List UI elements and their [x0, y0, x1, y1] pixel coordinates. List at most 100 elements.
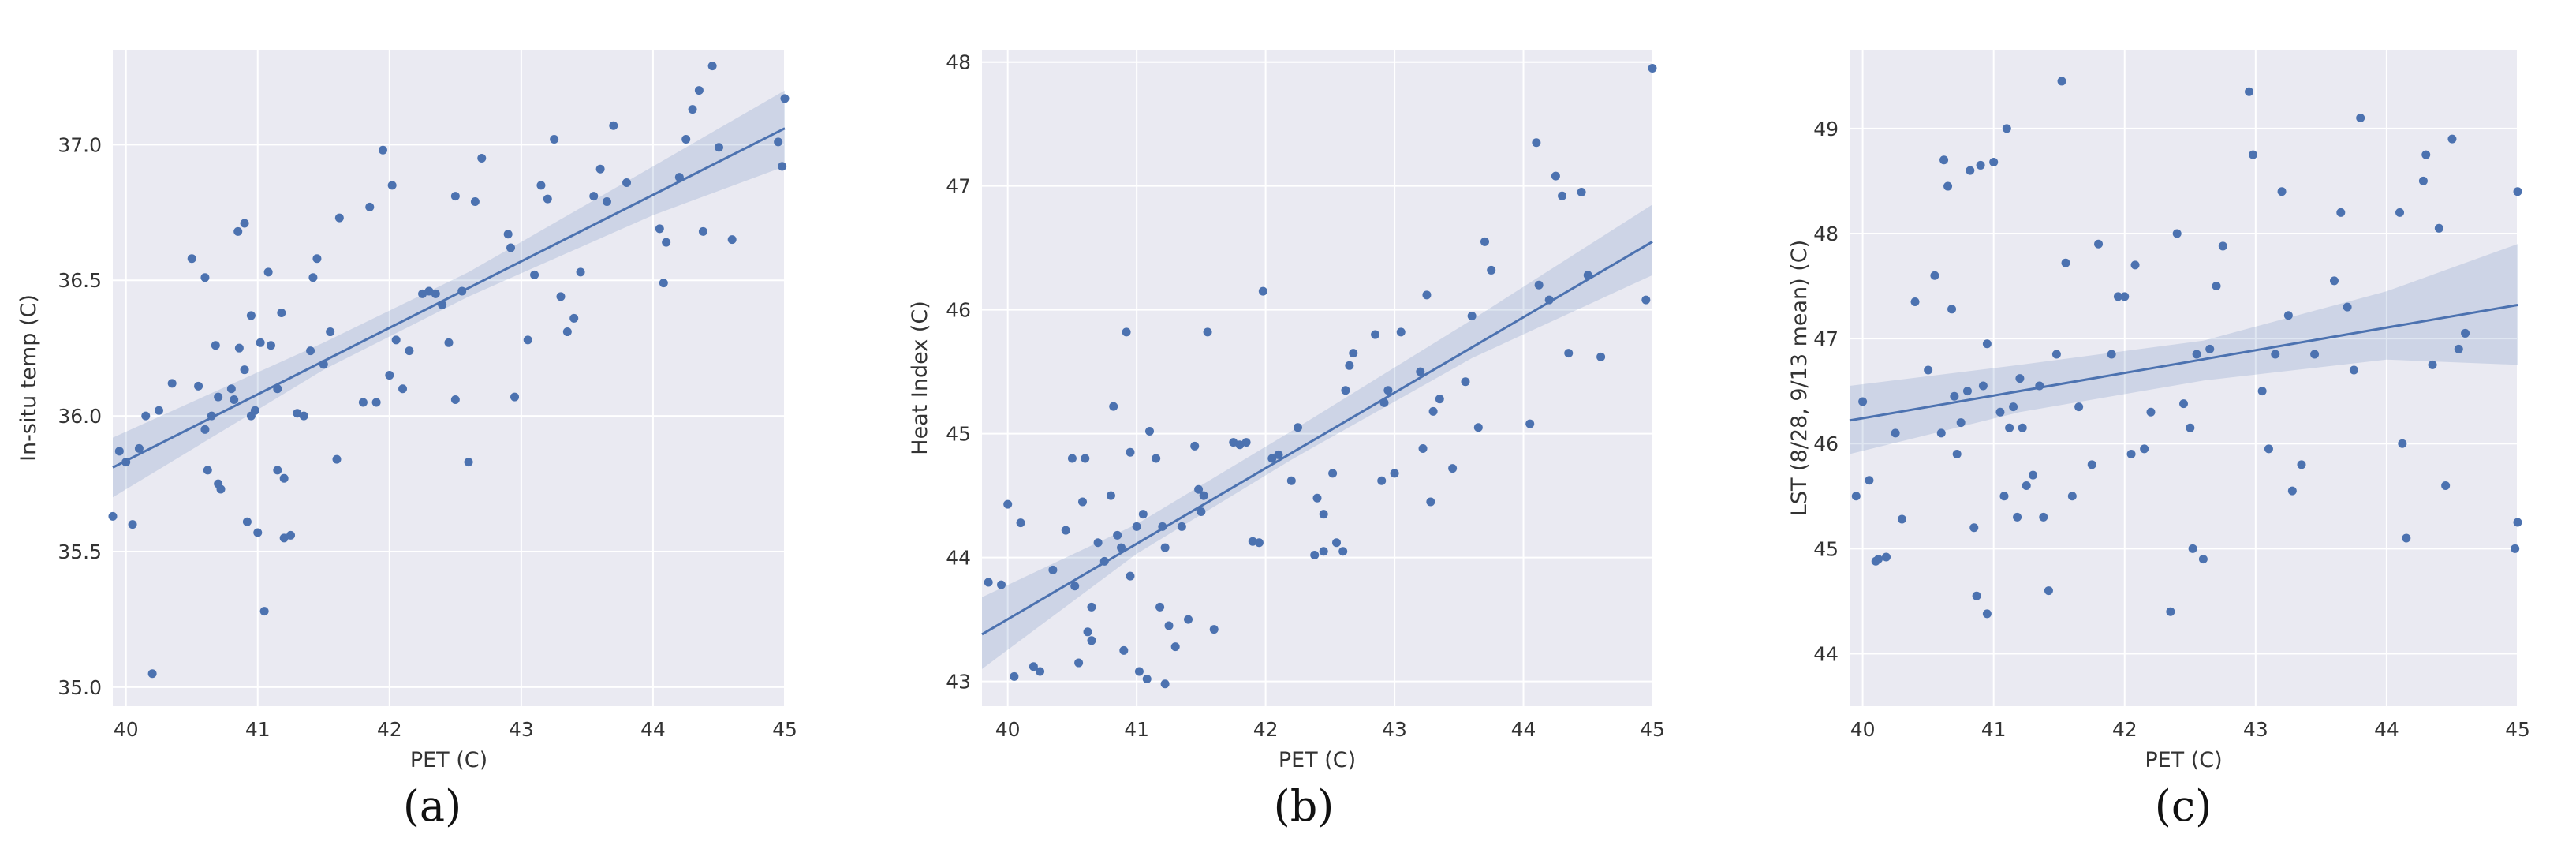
data-point	[273, 466, 282, 475]
data-point	[1467, 312, 1477, 321]
x-tick-label: 41	[1124, 718, 1149, 741]
data-point	[464, 458, 473, 467]
data-point	[2218, 241, 2227, 251]
data-point	[1241, 438, 1251, 447]
data-point	[259, 607, 269, 616]
data-point	[1067, 454, 1077, 463]
data-point	[774, 137, 783, 147]
data-point	[1293, 423, 1302, 432]
data-point	[2035, 381, 2044, 391]
data-point	[659, 279, 668, 288]
data-point	[1029, 662, 1038, 671]
data-point	[2277, 187, 2287, 196]
data-point	[214, 392, 223, 402]
data-point	[286, 530, 296, 540]
data-point	[2511, 544, 2520, 553]
x-axis-label: PET (C)	[2145, 748, 2222, 772]
data-point	[1995, 407, 2005, 417]
data-point	[1164, 621, 1174, 630]
data-point	[2051, 350, 2061, 359]
data-point	[226, 384, 236, 394]
data-point	[1074, 658, 1084, 668]
data-point	[1648, 64, 1657, 73]
data-point	[2447, 134, 2457, 144]
y-tick-label: 44	[1813, 642, 1839, 665]
plot-area	[1850, 50, 2518, 706]
data-point	[602, 197, 611, 207]
data-point	[1274, 450, 1283, 459]
plot-area	[113, 50, 785, 706]
data-point	[1338, 547, 1348, 556]
data-point	[2146, 407, 2156, 417]
y-tick-label: 45	[946, 423, 971, 446]
regression-line	[1849, 304, 2518, 422]
data-point	[2205, 344, 2215, 353]
data-point	[2454, 344, 2463, 353]
data-point	[1254, 538, 1264, 548]
data-point	[1989, 157, 1999, 166]
data-point	[714, 143, 723, 152]
data-point	[203, 466, 212, 475]
data-point	[1426, 497, 1435, 507]
data-point	[2107, 350, 2116, 359]
data-point	[154, 406, 163, 415]
data-point	[200, 273, 210, 282]
data-point	[2074, 402, 2084, 412]
data-point	[1083, 627, 1092, 637]
data-point	[556, 292, 566, 301]
data-point	[418, 289, 427, 298]
data-point	[1267, 454, 1277, 463]
data-point	[279, 533, 289, 543]
data-point	[279, 473, 289, 483]
data-point	[1962, 387, 1972, 396]
data-point	[622, 178, 632, 187]
data-point	[256, 338, 265, 347]
data-point	[1564, 349, 1574, 358]
y-tick-label: 37.0	[58, 133, 102, 156]
data-point	[1982, 339, 1992, 349]
y-tick-label: 46	[946, 299, 971, 322]
data-point	[1328, 469, 1338, 478]
data-point	[2245, 87, 2254, 96]
data-point	[253, 528, 263, 537]
data-point	[1473, 423, 1483, 432]
data-point	[2434, 223, 2443, 233]
data-point	[2418, 176, 2428, 185]
x-tick-label: 42	[1253, 718, 1279, 741]
data-point	[1177, 522, 1186, 531]
confidence-band	[113, 90, 785, 498]
data-point	[450, 395, 460, 405]
data-point	[506, 243, 516, 252]
data-point	[371, 398, 381, 407]
data-point	[2297, 460, 2306, 469]
y-axis-label: LST (8/28, 9/13 mean) (C)	[1787, 240, 1812, 516]
data-point	[1199, 491, 1208, 500]
data-point	[240, 219, 249, 228]
data-point	[1371, 330, 1380, 339]
data-point	[194, 381, 203, 391]
data-point	[1377, 476, 1387, 485]
data-point	[2029, 470, 2038, 480]
data-point	[1851, 492, 1861, 501]
data-point	[707, 62, 717, 71]
data-point	[2428, 360, 2437, 369]
data-point	[1126, 447, 1135, 457]
data-point	[450, 192, 460, 201]
data-point	[2002, 124, 2011, 133]
data-point	[242, 517, 252, 526]
data-point	[1310, 550, 1320, 559]
data-point	[387, 181, 397, 190]
data-point	[431, 289, 440, 298]
data-point	[1184, 615, 1193, 624]
data-point	[2192, 350, 2201, 359]
data-point	[2061, 258, 2070, 267]
data-point	[1061, 526, 1070, 535]
data-point	[1396, 327, 1406, 337]
x-tick-label: 41	[245, 718, 271, 741]
data-point	[1428, 406, 1438, 416]
x-tick-label: 43	[2243, 718, 2268, 741]
regression-line	[112, 127, 786, 469]
data-point	[334, 213, 344, 223]
data-point	[444, 338, 454, 347]
data-point	[655, 224, 664, 234]
